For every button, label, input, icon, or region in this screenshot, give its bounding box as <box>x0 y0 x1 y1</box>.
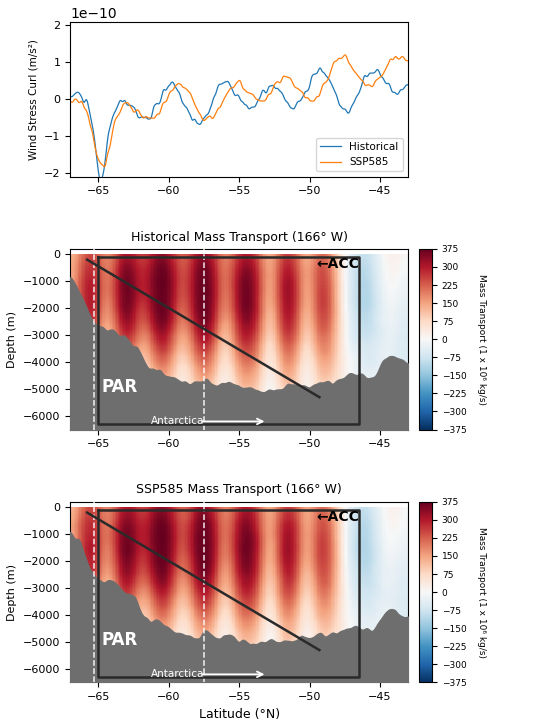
SSP585 <box>405 57 411 65</box>
SSP585 <box>67 97 73 106</box>
X-axis label: Latitude (°N): Latitude (°N) <box>199 708 280 721</box>
SSP585 <box>251 91 257 100</box>
SSP585 <box>342 51 348 60</box>
SSP585 <box>269 86 275 95</box>
Y-axis label: Mass Transport (1 x 10⁶ kg/s): Mass Transport (1 x 10⁶ kg/s) <box>477 274 486 404</box>
Text: PAR: PAR <box>102 378 138 396</box>
Line: SSP585: SSP585 <box>70 55 408 167</box>
SSP585 <box>345 58 352 67</box>
Historical <box>398 86 404 94</box>
Historical <box>405 80 411 89</box>
Text: Antarctica: Antarctica <box>151 417 204 426</box>
Title: Historical and SSP585 Wind Stress Curl (166° W): Historical and SSP585 Wind Stress Curl (… <box>86 0 392 1</box>
Y-axis label: Mass Transport (1 x 10⁶ kg/s): Mass Transport (1 x 10⁶ kg/s) <box>477 526 486 658</box>
SSP585 <box>398 53 404 62</box>
Legend: Historical, SSP585: Historical, SSP585 <box>316 138 403 171</box>
Historical <box>228 83 234 92</box>
Y-axis label: Wind Stress Curl (m/s²): Wind Stress Curl (m/s²) <box>29 38 38 160</box>
Line: Historical: Historical <box>70 68 408 180</box>
Y-axis label: Depth (m): Depth (m) <box>8 563 17 621</box>
Text: ←ACC: ←ACC <box>316 510 359 523</box>
SSP585 <box>228 83 234 92</box>
Title: Historical Mass Transport (166° W): Historical Mass Transport (166° W) <box>131 231 348 243</box>
Text: Antarctica: Antarctica <box>151 669 204 680</box>
Text: ←ACC: ←ACC <box>316 257 359 271</box>
Historical <box>230 88 237 97</box>
Y-axis label: Depth (m): Depth (m) <box>8 311 17 367</box>
Historical <box>97 176 104 184</box>
Historical <box>67 93 73 102</box>
Historical <box>269 81 275 90</box>
Historical <box>251 103 257 112</box>
Historical <box>317 64 323 73</box>
Text: PAR: PAR <box>102 631 138 649</box>
Title: SSP585 Mass Transport (166° W): SSP585 Mass Transport (166° W) <box>136 484 342 497</box>
SSP585 <box>230 83 237 91</box>
SSP585 <box>101 163 107 171</box>
Historical <box>345 109 352 118</box>
